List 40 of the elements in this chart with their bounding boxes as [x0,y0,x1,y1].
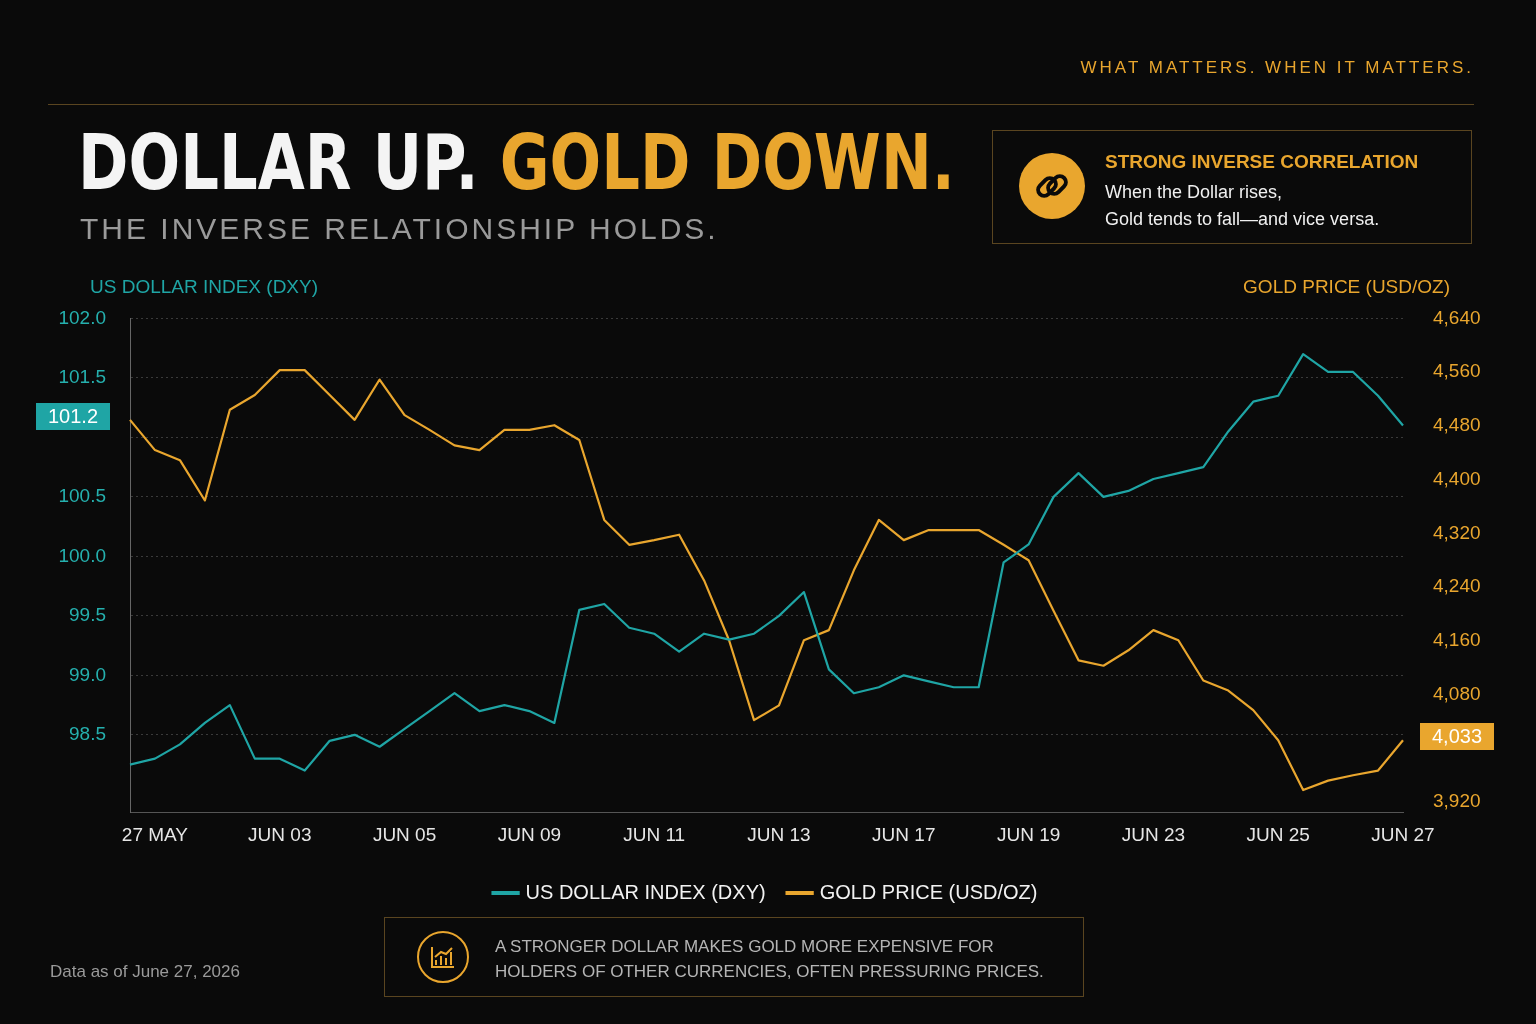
y2-axis-title: GOLD PRICE (USD/OZ) [1243,276,1450,298]
legend-label: US DOLLAR INDEX (DXY) [525,880,766,903]
text: STRONG INVERSE CORRELATION [1105,151,1419,173]
y2-tick-label: 4,160 [1433,629,1481,651]
y-tick-label: 100.5 [58,485,106,507]
x-tick-label: JUN 11 [623,823,686,845]
x-tick-label: JUN 25 [1246,823,1310,845]
y2-tick-label: 3,920 [1433,790,1481,812]
y-tick-label: 101.5 [58,366,106,388]
y-tick-label: 102.0 [58,306,106,328]
y-tick-label: 99.5 [69,604,106,626]
x-tick-label: JUN 09 [497,823,562,845]
y2-tick-label: 4,640 [1433,306,1481,328]
text: Data as of June 27, 2026 [50,962,240,982]
text: 101.2 [36,403,111,430]
legend-label: GOLD PRICE (USD/OZ) [819,880,1038,903]
x-tick-label: JUN 13 [747,823,811,845]
y-tick-label: 99.0 [69,663,106,685]
y2-tick-label: 4,240 [1433,575,1481,597]
y2-tick-label: 4,480 [1433,414,1481,436]
x-tick-label: JUN 23 [1121,823,1186,845]
chart-title: DOLLAR UP. GOLD DOWN. [78,118,955,207]
y2-tick-label: 4,400 [1433,467,1481,489]
y2-tick-label: 4,080 [1433,682,1481,704]
y-tick-label: 98.5 [69,723,106,745]
text: When the Dollar rises, Gold tends to fall—and vice versa. [1105,181,1380,231]
x-tick-label: JUN 05 [372,823,437,845]
x-tick-label: JUN 19 [996,823,1061,845]
chart-subtitle: THE INVERSE RELATIONSHIP HOLDS. [80,212,719,246]
y2-tick-label: 4,560 [1433,360,1481,382]
y-tick-label: 100.0 [58,544,106,566]
text: 4,033 [1420,723,1495,750]
x-tick-label: JUN 27 [1371,823,1435,845]
y-axis-title: US DOLLAR INDEX (DXY) [90,276,319,298]
x-tick-label: 27 MAY [121,823,189,845]
x-tick-label: JUN 03 [248,823,312,845]
text: WHAT MATTERS. WHEN IT MATTERS. [1080,58,1474,78]
y2-tick-label: 4,320 [1433,521,1481,543]
x-tick-label: JUN 17 [872,823,936,845]
text: A STRONGER DOLLAR MAKES GOLD MORE EXPENSIVE FOR HOLDERS OF OTHER CURRENCIES, OFTEN PRESSURING PRICES. [495,936,1044,983]
